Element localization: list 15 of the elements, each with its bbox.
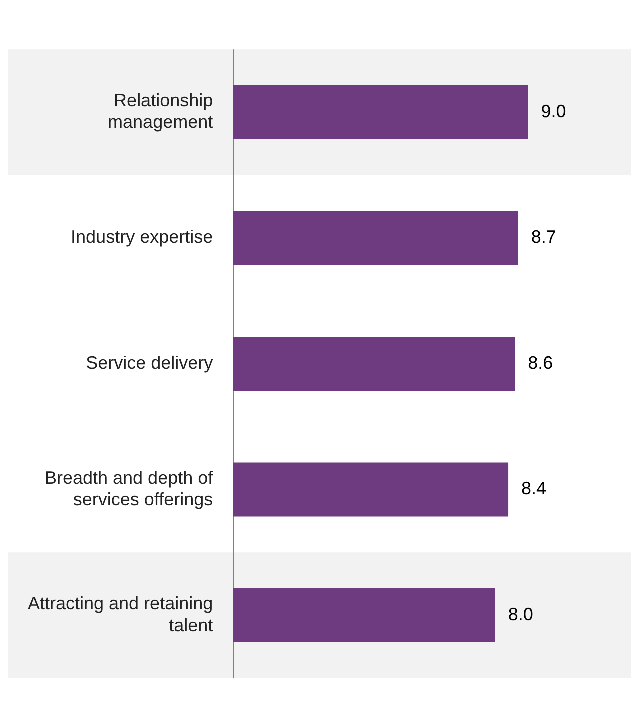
bar bbox=[233, 211, 518, 266]
data-label: 9.0 bbox=[541, 101, 566, 122]
data-label: 8.7 bbox=[531, 227, 556, 248]
bar bbox=[233, 588, 496, 643]
y-tick-label: Attracting and retaining talent bbox=[28, 594, 214, 636]
data-label: 8.0 bbox=[508, 604, 534, 624]
bar bbox=[233, 336, 516, 392]
y-tick-label: Relationship management bbox=[108, 90, 214, 132]
data-label: 8.4 bbox=[522, 478, 547, 499]
y-tick-label: Service delivery bbox=[86, 352, 214, 373]
y-tick-label: Breadth and depth of services offerings bbox=[44, 468, 214, 510]
data-label: 8.6 bbox=[528, 352, 554, 373]
bar bbox=[233, 462, 509, 517]
y-tick-label: Industry expertise bbox=[71, 227, 214, 248]
bar bbox=[233, 85, 528, 140]
